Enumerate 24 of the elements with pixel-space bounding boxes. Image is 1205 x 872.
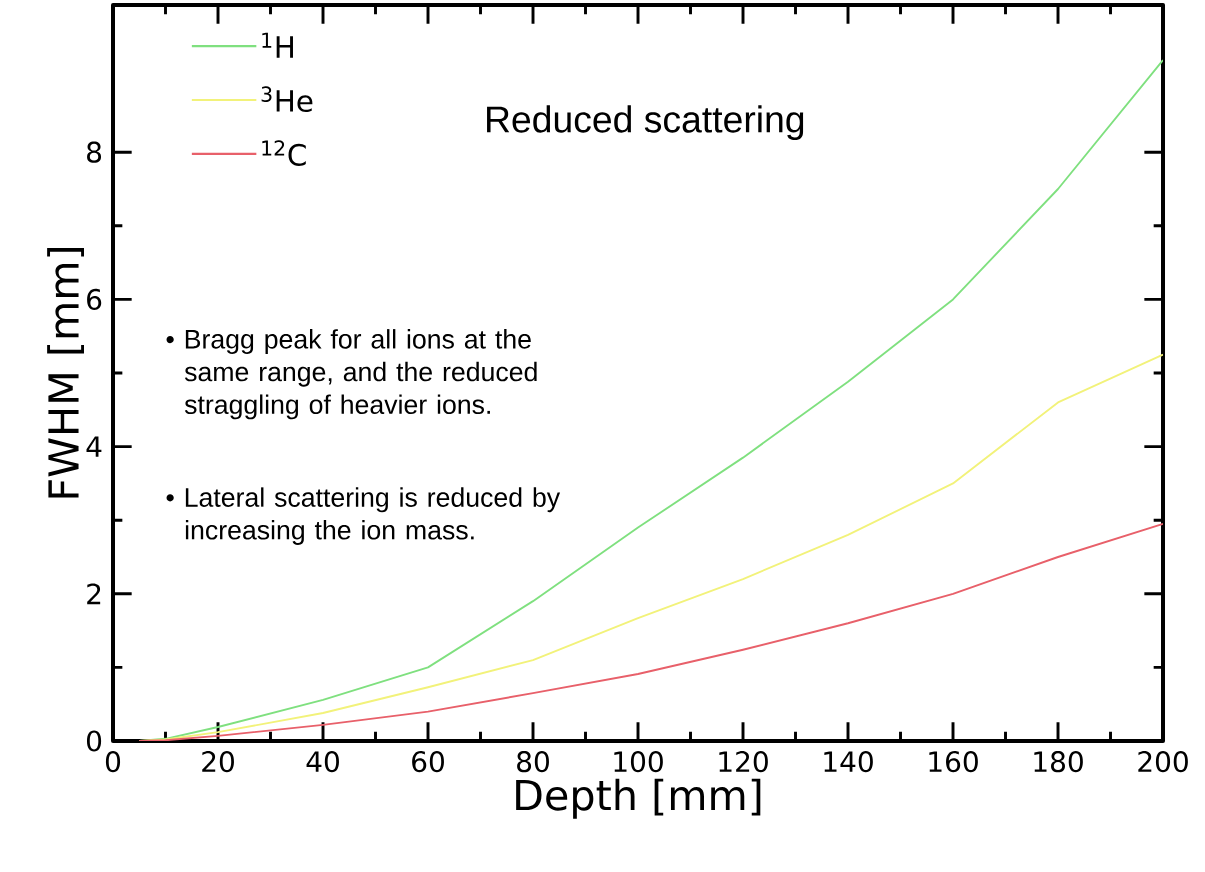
x-tick-label: 20 (202, 751, 234, 773)
y-axis-title: FWHM [mm] (47, 247, 84, 498)
y-tick-label: 4 (86, 436, 102, 457)
x-tick-label: 0 (105, 751, 121, 773)
legend-label: $^{3}$He (261, 86, 313, 113)
annotation: • Bragg peak for all ions at the same range, and the reduced straggling of heavier ions. (166, 329, 537, 420)
x-axis-title: Depth [mm] (516, 778, 761, 819)
y-tick-label: 6 (87, 288, 102, 310)
text: Reduced scattering (487, 105, 804, 141)
x-tick-label: 60 (412, 751, 444, 773)
x-tick-label: 80 (517, 751, 549, 773)
x-tick-label: 180 (1034, 751, 1083, 773)
x-tick-label: 160 (929, 751, 978, 773)
y-tick-label: 8 (87, 141, 102, 163)
x-tick-label: 200 (1138, 751, 1188, 773)
x-tick-label: 100 (614, 751, 663, 773)
annotation: • Lateral scattering is reduced by increasing the ion mass. (166, 487, 561, 545)
x-tick-label: 40 (306, 751, 339, 773)
x-tick-label: 140 (824, 751, 873, 773)
x-tick-label: 120 (719, 751, 768, 773)
y-tick-label: 2 (87, 583, 101, 605)
y-tick-label: 0 (86, 730, 102, 752)
legend-label: $^{1}$H (262, 32, 293, 58)
legend-label: $^{12}$C (262, 140, 306, 166)
